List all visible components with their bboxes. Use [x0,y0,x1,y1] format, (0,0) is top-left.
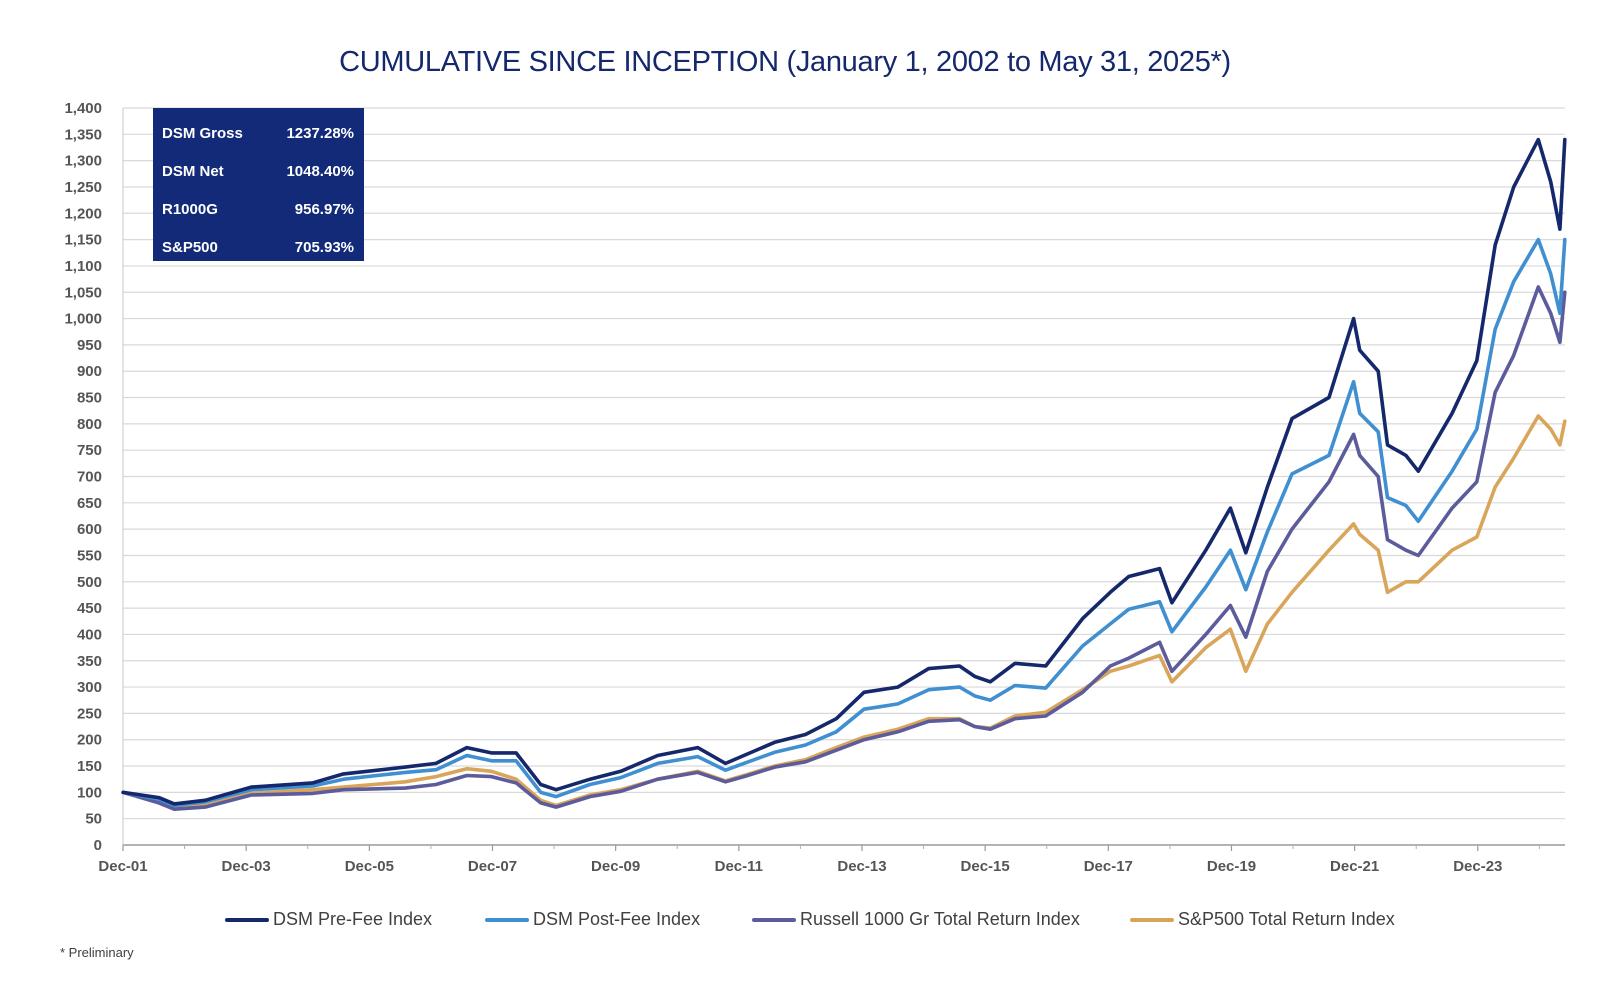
y-tick-label: 0 [94,837,102,854]
stat-value: 956.97% [294,200,354,218]
y-tick-label: 100 [77,784,102,801]
legend-item-sp500: S&P500 Total Return Index [1130,909,1395,930]
y-tick-label: 600 [77,521,102,538]
stat-label: DSM Net [162,162,224,180]
y-tick-label: 1,200 [64,205,102,222]
legend-label: S&P500 Total Return Index [1178,909,1395,929]
y-tick-label: 750 [77,442,102,459]
chart-legend: DSM Pre-Fee Index DSM Post-Fee Index Rus… [225,909,1475,939]
stat-label: R1000G [162,200,218,218]
y-tick-label: 900 [77,363,102,380]
legend-swatch [752,917,796,922]
cumulative-returns-box: DSM Gross 1237.28% DSM Net 1048.40% R100… [153,108,364,261]
x-tick-label: Dec-11 [715,858,763,875]
stat-value: 1048.40% [286,162,354,180]
legend-label: DSM Post-Fee Index [533,909,701,929]
legend-label: DSM Pre-Fee Index [273,909,433,929]
series-line-dsm-post-fee-index [121,237,1567,808]
x-tick-label: Dec-07 [468,858,517,875]
y-tick-label: 1,350 [64,126,102,143]
legend-swatch [1130,917,1174,922]
y-tick-label: 550 [77,547,102,564]
stat-value: 1237.28% [286,124,354,142]
x-tick-label: Dec-23 [1453,858,1502,875]
legend-swatch [225,917,269,922]
y-tick-label: 800 [77,416,102,433]
stat-row-dsm-gross: DSM Gross 1237.28% [162,114,354,152]
series-line-russell-1000-gr-total-return-index [121,285,1567,811]
y-tick-label: 450 [77,600,102,617]
x-tick-label: Dec-03 [222,858,271,875]
x-tick-label: Dec-05 [345,858,394,875]
legend-item-russell-1000-gr: Russell 1000 Gr Total Return Index [752,909,1080,930]
y-tick-label: 1,300 [64,153,102,170]
y-tick-label: 700 [77,469,102,486]
y-tick-label: 400 [77,626,102,643]
x-tick-label: Dec-15 [961,858,1010,875]
y-tick-label: 950 [77,337,102,354]
x-tick-label: Dec-13 [837,858,886,875]
x-tick-label: Dec-17 [1084,858,1133,875]
legend-item-dsm-pre-fee: DSM Pre-Fee Index [225,909,432,930]
stat-value: 705.93% [294,238,354,256]
y-tick-label: 1,400 [64,100,102,117]
x-tick-label: Dec-09 [591,858,640,875]
legend-label: Russell 1000 Gr Total Return Index [800,909,1080,929]
stat-row-sp500: S&P500 705.93% [162,228,354,266]
y-tick-label: 650 [77,495,102,512]
legend-item-dsm-post-fee: DSM Post-Fee Index [485,909,700,930]
y-tick-label: 200 [77,732,102,749]
stat-label: S&P500 [162,238,218,256]
series-lines [121,137,1567,811]
x-tick-label: Dec-19 [1207,858,1256,875]
y-tick-label: 850 [77,390,102,407]
footnote: * Preliminary [60,945,134,960]
series-line-dsm-pre-fee-index [121,137,1567,806]
legend-swatch [485,917,529,922]
axes [122,108,1565,851]
x-tick-label: Dec-21 [1330,858,1379,875]
y-tick-label: 1,000 [64,311,102,328]
y-tick-label: 350 [77,653,102,670]
y-tick-labels: 0 50 100 150 200 250 300 350 400 450 500 550 600 650 7… [64,100,102,854]
stat-label: DSM Gross [162,124,243,142]
y-tick-label: 1,150 [64,232,102,249]
y-tick-label: 150 [77,758,102,775]
y-tick-label: 250 [77,705,102,722]
y-tick-label: 50 [85,811,102,828]
y-tick-label: 300 [77,679,102,696]
y-tick-label: 500 [77,574,102,591]
stat-row-dsm-net: DSM Net 1048.40% [162,152,354,190]
x-tick-labels: Dec-01 Dec-03 Dec-05 Dec-07 Dec-09 Dec-11 Dec-… [98,858,1502,875]
y-tick-label: 1,050 [64,284,102,301]
chart-title: CUMULATIVE SINCE INCEPTION (January 1, 2… [339,46,1231,78]
x-tick-label: Dec-01 [98,858,147,875]
y-tick-label: 1,100 [64,258,102,275]
stat-row-r1000g: R1000G 956.97% [162,190,354,228]
y-tick-label: 1,250 [64,179,102,196]
